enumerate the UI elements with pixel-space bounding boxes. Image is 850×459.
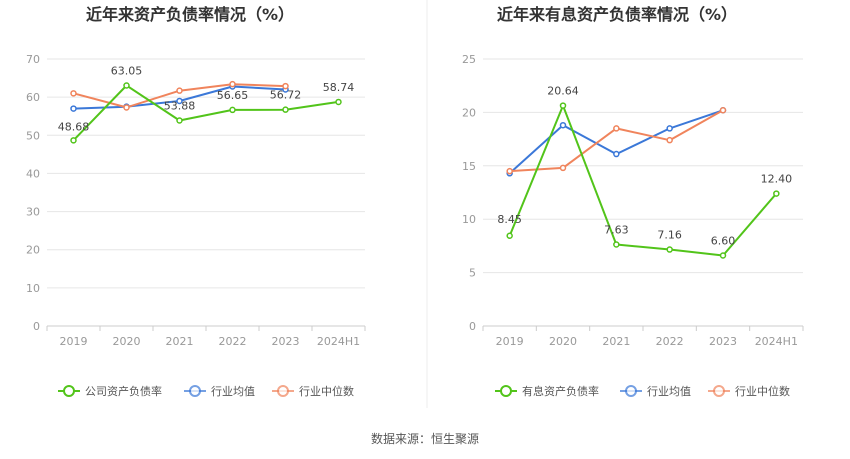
legend-marker-icon <box>277 385 289 397</box>
data-label: 56.72 <box>270 89 302 102</box>
data-point <box>613 241 620 248</box>
legend-marker-icon <box>63 385 75 397</box>
series-2 <box>506 107 727 175</box>
data-point <box>559 102 567 109</box>
y-tick-label: 30 <box>26 206 40 219</box>
legend-marker-icon <box>625 385 637 397</box>
data-label: 6.60 <box>711 235 736 248</box>
data-label: 53.88 <box>164 99 196 112</box>
data-point <box>666 246 673 253</box>
data-point <box>666 125 673 132</box>
data-point <box>613 125 620 132</box>
data-label: 63.05 <box>111 65 143 78</box>
series-0 <box>506 102 780 259</box>
x-tick-label: 2021 <box>602 335 630 348</box>
legend-label: 行业均值 <box>211 385 255 398</box>
legend-label: 有息资产负债率 <box>522 384 599 398</box>
x-tick-label: 2019 <box>60 335 88 348</box>
chart-title: 近年来资产负债率情况（%） <box>86 5 294 24</box>
x-tick-label: 2020 <box>113 335 141 348</box>
y-tick-label: 40 <box>26 167 40 180</box>
y-tick-label: 25 <box>462 53 476 66</box>
data-point <box>229 80 236 88</box>
legend-marker-icon <box>500 385 512 397</box>
data-source-note: 数据来源：恒生聚源 <box>371 431 479 446</box>
x-tick-label: 2024H1 <box>317 335 360 348</box>
series-line <box>72 84 339 141</box>
legend-marker-icon <box>713 385 725 397</box>
x-tick-label: 2022 <box>656 335 684 348</box>
data-point <box>176 117 183 124</box>
data-point <box>506 167 513 175</box>
data-point <box>335 98 342 106</box>
y-tick-label: 20 <box>26 244 40 257</box>
data-label: 58.74 <box>323 81 355 94</box>
legend-marker-icon <box>189 385 201 397</box>
data-point <box>559 164 567 172</box>
legend-label: 行业中位数 <box>735 384 790 398</box>
data-point <box>719 252 727 259</box>
x-tick-label: 2023 <box>709 335 737 348</box>
data-label: 7.16 <box>657 229 682 242</box>
y-tick-label: 10 <box>26 282 40 295</box>
data-point <box>719 107 727 114</box>
x-tick-label: 2022 <box>219 335 247 348</box>
interest-bearing-liability-ratio-chart: 近年来有息资产负债率情况（%） 0 5 10 15 20 25 2019 2020 2021 202… <box>462 5 804 398</box>
data-point <box>70 90 77 97</box>
data-point <box>176 87 183 94</box>
x-tick-label: 2021 <box>166 335 194 348</box>
asset-liability-ratio-chart: 近年来资产负债率情况（%） 0 10 20 30 40 50 60 70 2019 2020 2021… <box>26 5 366 398</box>
legend-item-1[interactable]: 行业均值 <box>184 385 255 398</box>
data-label: 20.64 <box>547 85 579 98</box>
data-label: 8.45 <box>497 213 522 226</box>
x-tick-label: 2019 <box>496 335 524 348</box>
y-tick-label: 20 <box>462 106 476 119</box>
data-point <box>123 104 130 111</box>
data-point <box>282 82 289 90</box>
legend-item-2[interactable]: 行业中位数 <box>272 384 354 398</box>
y-tick-label: 50 <box>26 129 40 142</box>
y-tick-label: 60 <box>26 91 40 104</box>
y-tick-label: 15 <box>462 160 476 173</box>
y-tick-label: 10 <box>462 213 476 226</box>
y-tick-label: 70 <box>26 53 40 66</box>
legend-label: 行业中位数 <box>299 384 354 398</box>
legend-item-2[interactable]: 行业中位数 <box>708 384 790 398</box>
data-label: 12.40 <box>761 173 793 186</box>
data-point <box>666 136 673 144</box>
series-line <box>509 109 724 175</box>
data-point <box>123 82 130 89</box>
legend-label: 行业均值 <box>647 385 691 398</box>
data-label: 7.63 <box>604 224 629 237</box>
data-point <box>559 121 567 129</box>
y-tick-label: 5 <box>469 267 476 280</box>
legend-item-0[interactable]: 公司资产负债率 <box>58 384 162 398</box>
data-point <box>506 232 513 240</box>
data-label: 56.65 <box>217 89 249 102</box>
series-line <box>509 109 724 173</box>
data-point <box>70 137 77 144</box>
legend-label: 公司资产负债率 <box>85 384 162 398</box>
data-label: 48.68 <box>58 120 90 133</box>
x-tick-label: 2024H1 <box>755 335 798 348</box>
series-0 <box>70 82 342 144</box>
x-tick-label: 2023 <box>272 335 300 348</box>
legend-item-0[interactable]: 有息资产负债率 <box>495 384 599 398</box>
legend-item-1[interactable]: 行业均值 <box>620 385 691 398</box>
data-point <box>282 106 289 113</box>
chart-title: 近年来有息资产负债率情况（%） <box>497 5 737 24</box>
x-tick-label: 2020 <box>549 335 577 348</box>
y-tick-label: 0 <box>469 320 476 333</box>
data-point <box>613 150 620 158</box>
data-point <box>229 106 236 114</box>
data-point <box>70 105 77 112</box>
series-line <box>508 104 778 257</box>
data-point <box>773 190 780 197</box>
data-point <box>176 97 183 105</box>
y-tick-label: 0 <box>33 320 40 333</box>
